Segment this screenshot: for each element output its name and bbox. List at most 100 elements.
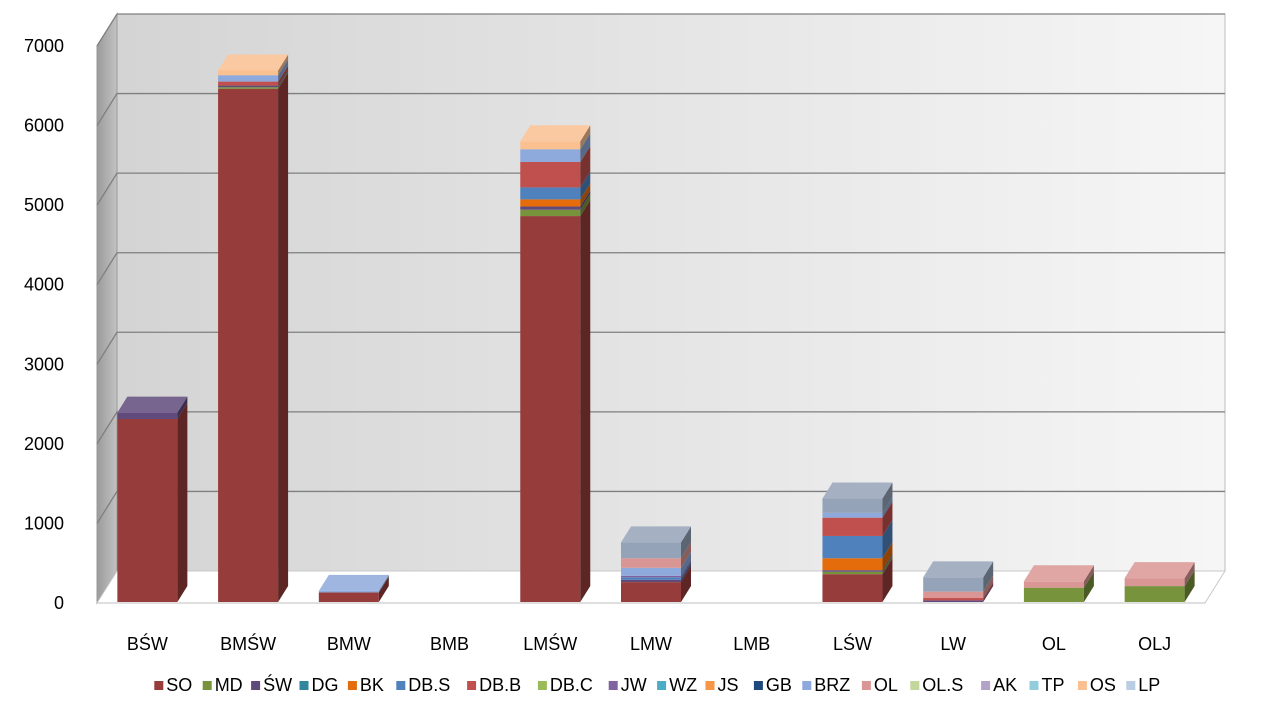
- bar-segment-side: [882, 542, 893, 571]
- bar-segment: [520, 125, 591, 150]
- bar-segment-front: [621, 542, 681, 559]
- bar-segment-front: [923, 600, 984, 602]
- bar-segment: [621, 551, 691, 576]
- bar-segment: [923, 561, 994, 592]
- bar-segment-front: [318, 590, 379, 593]
- bar-segment-front: [621, 558, 681, 568]
- bar-segment-front: [520, 209, 581, 217]
- bar-segment: [822, 482, 893, 513]
- bar-top: [117, 396, 188, 413]
- legend-item: OS: [1077, 675, 1116, 695]
- legend-label: GB: [766, 675, 792, 695]
- legend-swatch: [251, 681, 261, 690]
- x-tick-label: LMB: [733, 634, 770, 654]
- bar-segment-side: [580, 183, 591, 207]
- legend-item: JS: [705, 675, 739, 695]
- legend-swatch: [657, 681, 667, 690]
- bar-segment: [218, 54, 289, 76]
- bar-segment: [822, 558, 893, 602]
- bar-segment-side: [681, 561, 691, 580]
- legend-label: JS: [718, 675, 739, 695]
- x-tick-label: BŚW: [127, 633, 168, 654]
- legend-item: LP: [1126, 675, 1160, 695]
- bar-segment-side: [278, 71, 289, 89]
- bar-segment-side: [1184, 570, 1195, 602]
- bar-segment-side: [983, 582, 994, 601]
- bar-segment-side: [882, 496, 893, 518]
- legend-item: DB.C: [537, 675, 593, 695]
- gridline: [96, 92, 1225, 126]
- bar-top: [822, 482, 893, 499]
- bar-segment-front: [218, 85, 279, 88]
- bar-segment-side: [580, 171, 591, 200]
- legend-label: OL: [874, 675, 898, 695]
- legend-swatch: [154, 681, 164, 690]
- legend-swatch: [202, 681, 212, 690]
- bar-segment: [318, 574, 389, 593]
- legend-swatch: [753, 681, 763, 690]
- bar-segment-side: [882, 555, 893, 575]
- bar-segment-front: [218, 87, 279, 89]
- legend-label: LP: [1138, 675, 1160, 695]
- bar-segment: [822, 542, 893, 571]
- bar-segment-side: [1083, 571, 1094, 602]
- bar-segment: [822, 501, 893, 536]
- legend-item: WZ: [657, 675, 697, 695]
- legend-swatch: [1029, 681, 1039, 690]
- bar-segment-side: [882, 482, 893, 513]
- gridline: [96, 252, 1225, 286]
- bar-segment-front: [822, 558, 883, 571]
- bar-segment-front: [318, 592, 379, 602]
- legend-swatch: [299, 681, 309, 690]
- bar-segment-side: [1184, 562, 1195, 587]
- bar-segment: [822, 554, 893, 572]
- legend-swatch: [347, 681, 357, 690]
- bar-segment: [520, 183, 591, 207]
- bar-top: [1124, 562, 1195, 579]
- legend-swatch: [1077, 681, 1087, 690]
- bars-group: [117, 54, 1195, 603]
- bar-segment-side: [681, 551, 691, 576]
- bar-segment-front: [822, 570, 883, 572]
- bar-segment: [621, 542, 691, 568]
- bar-segment: [218, 59, 289, 82]
- bar-segment-front: [520, 149, 581, 162]
- bar-segment: [318, 576, 389, 602]
- bar-segment-side: [278, 69, 289, 88]
- legend-label: TP: [1042, 675, 1065, 695]
- bar-segment-side: [681, 542, 691, 568]
- bar-segment-front: [218, 88, 279, 602]
- y-tick-label: 3000: [24, 354, 64, 374]
- legend-label: DB.S: [408, 675, 450, 695]
- bar-segment: [621, 559, 691, 578]
- bar-top: [520, 125, 591, 142]
- y-tick-label: 4000: [24, 275, 64, 295]
- bar-segment: [520, 145, 591, 188]
- bar-segment: [1124, 562, 1195, 587]
- bar-segment: [117, 396, 188, 419]
- bar-segment-side: [278, 72, 289, 602]
- bar-segment: [822, 519, 893, 559]
- legend-label: DB.B: [479, 675, 521, 695]
- bar-segment-side: [681, 526, 691, 559]
- bar-segment-front: [1023, 581, 1084, 588]
- bar-segment-front: [923, 577, 984, 592]
- y-tick-label: 7000: [24, 36, 64, 56]
- legend-label: DG: [312, 675, 339, 695]
- bar-top: [218, 54, 289, 71]
- bar-segment-front: [621, 577, 681, 580]
- bar-segment-side: [177, 396, 188, 419]
- bar-top: [1023, 565, 1094, 582]
- bar-segment-front: [822, 512, 883, 518]
- x-tick-label: BMW: [327, 634, 371, 654]
- legend-item: SO: [154, 675, 192, 695]
- bar-top: [318, 574, 389, 591]
- legend-item: JW: [608, 675, 647, 695]
- legend-label: BK: [360, 675, 384, 695]
- bar-segment-side: [882, 554, 893, 572]
- legend-swatch: [396, 681, 406, 690]
- bar-segment-side: [983, 561, 994, 592]
- bar-segment-front: [520, 216, 581, 603]
